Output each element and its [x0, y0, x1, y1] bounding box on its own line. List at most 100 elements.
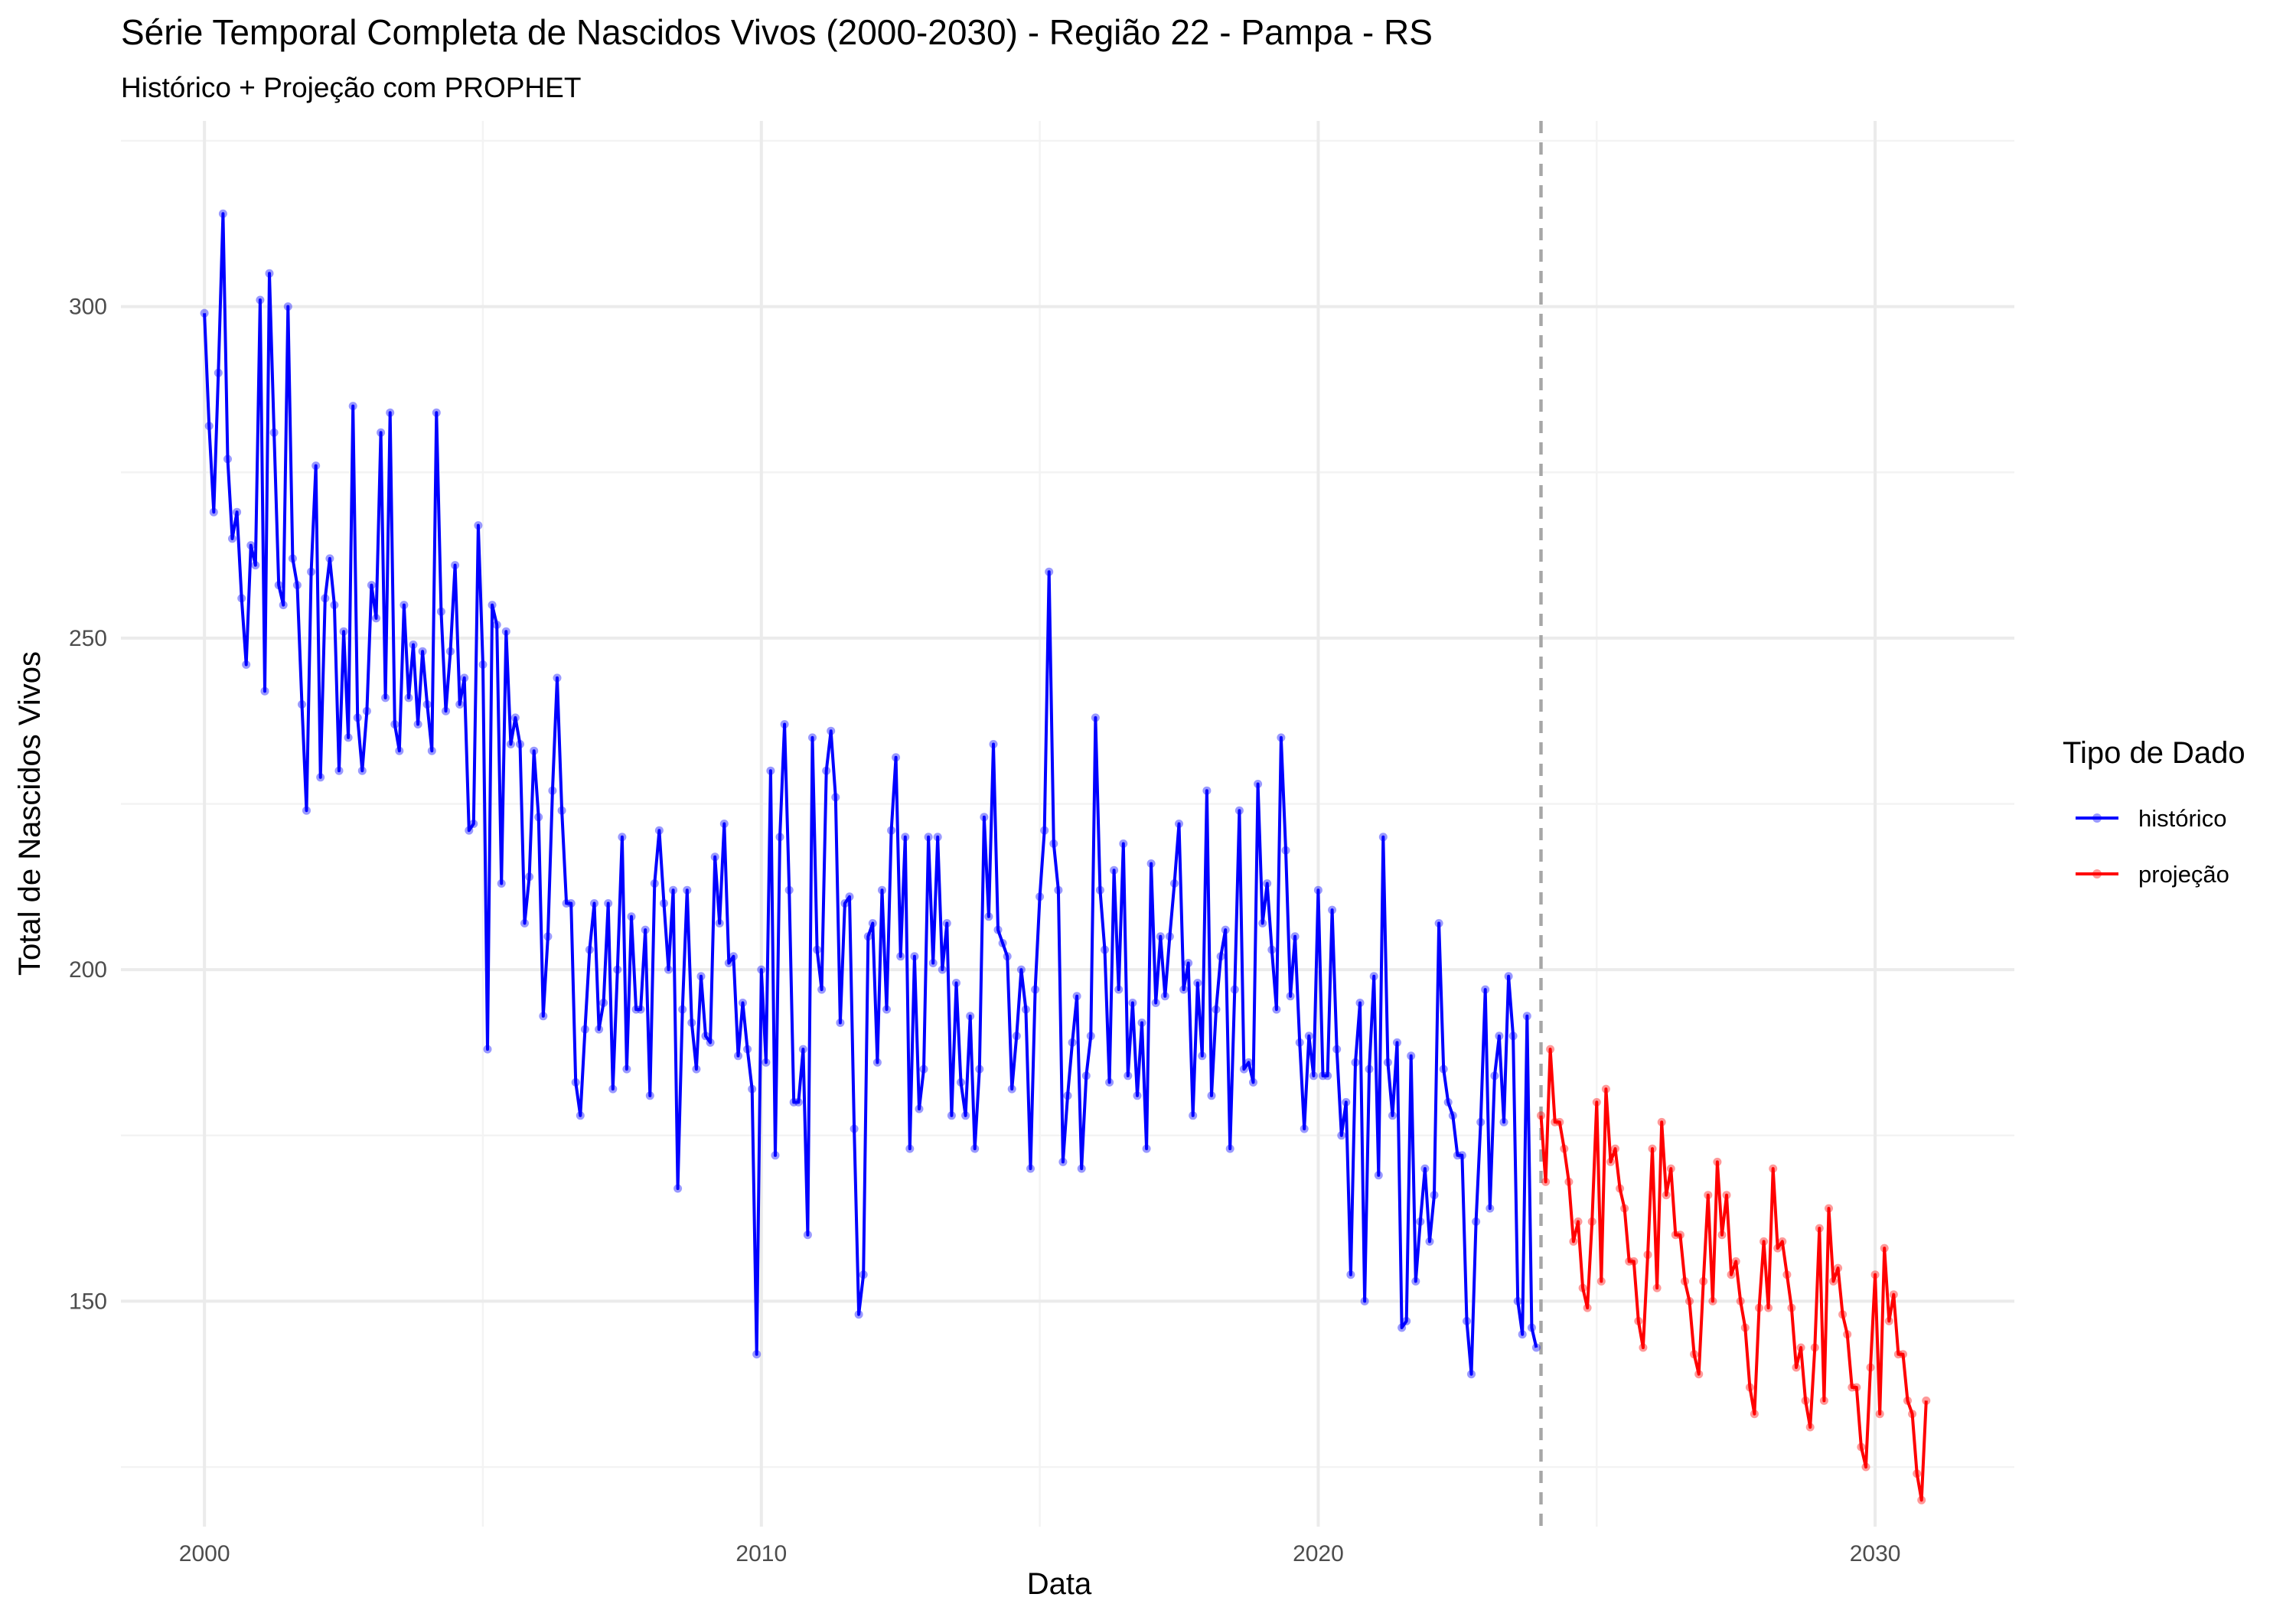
data-point — [1657, 1117, 1666, 1126]
data-point — [1564, 1177, 1574, 1186]
data-point — [1300, 1124, 1309, 1133]
data-point — [1908, 1410, 1917, 1419]
data-point — [673, 1184, 683, 1193]
data-point — [734, 1051, 742, 1061]
data-point — [1365, 1064, 1374, 1074]
data-point — [928, 959, 938, 967]
data-point — [1239, 1064, 1248, 1074]
y-tick-label: 250 — [69, 626, 107, 651]
data-point — [938, 965, 947, 974]
chart-title: Série Temporal Completa de Nascidos Vivo… — [121, 12, 1433, 52]
data-point — [1342, 1097, 1351, 1107]
data-point — [269, 428, 279, 437]
data-point — [1295, 1038, 1304, 1047]
data-point — [455, 700, 465, 709]
legend-item-historico: histórico — [2076, 805, 2226, 832]
data-point — [1583, 1303, 1592, 1312]
data-point — [1611, 1144, 1619, 1153]
data-point — [1899, 1350, 1907, 1359]
data-point — [1272, 1005, 1281, 1014]
data-point — [878, 885, 886, 895]
data-point — [1866, 1363, 1875, 1372]
data-point — [460, 673, 469, 683]
data-point — [307, 567, 316, 576]
data-point — [1346, 1270, 1355, 1279]
data-point — [947, 1111, 956, 1120]
data-point — [1360, 1296, 1369, 1305]
data-point — [1402, 1316, 1411, 1325]
x-tick-label: 2030 — [1850, 1541, 1901, 1566]
data-point — [1425, 1237, 1434, 1246]
data-point — [1880, 1244, 1889, 1253]
data-point — [395, 746, 404, 755]
data-point — [1922, 1396, 1931, 1405]
y-tick-label: 300 — [69, 295, 107, 320]
data-point — [367, 581, 376, 590]
data-point — [993, 925, 1003, 934]
data-point — [1328, 905, 1337, 914]
data-point — [1681, 1276, 1689, 1286]
data-point — [817, 985, 827, 994]
data-point — [1495, 1032, 1504, 1041]
data-point — [362, 706, 371, 715]
data-point — [1202, 786, 1212, 795]
data-point — [1513, 1296, 1522, 1305]
data-point — [237, 594, 246, 603]
data-point — [1717, 1231, 1727, 1240]
data-point — [1796, 1343, 1805, 1352]
data-point — [1234, 806, 1244, 815]
data-point — [1160, 992, 1169, 1001]
data-point — [204, 422, 214, 431]
data-point — [1704, 1191, 1713, 1200]
data-point — [566, 899, 576, 908]
data-point — [576, 1111, 585, 1120]
data-point — [748, 1084, 757, 1094]
data-point — [1439, 1064, 1448, 1074]
data-point — [1620, 1204, 1629, 1213]
data-point — [465, 826, 474, 835]
data-point — [975, 1064, 984, 1074]
data-point — [1801, 1396, 1810, 1405]
data-point — [1551, 1117, 1560, 1126]
data-point — [1652, 1283, 1662, 1292]
data-point — [525, 872, 534, 882]
data-point — [1587, 1217, 1596, 1226]
data-point — [251, 561, 260, 570]
data-point — [357, 766, 367, 775]
data-point — [469, 820, 478, 828]
data-point — [989, 740, 998, 748]
data-point — [845, 892, 854, 901]
data-point — [1736, 1296, 1745, 1305]
data-point — [1518, 1330, 1527, 1339]
data-point — [520, 919, 529, 927]
data-point — [1369, 972, 1378, 981]
data-point — [400, 601, 409, 610]
data-point — [660, 899, 668, 908]
data-point — [478, 660, 488, 669]
data-point — [1671, 1231, 1680, 1240]
data-point — [334, 766, 344, 775]
data-point — [1063, 1091, 1072, 1100]
series-layer — [200, 209, 1931, 1504]
data-point — [1193, 979, 1202, 987]
data-point — [613, 965, 622, 974]
data-point — [339, 627, 348, 636]
data-point — [218, 209, 227, 218]
data-point — [729, 952, 738, 961]
data-point — [1198, 1051, 1207, 1061]
data-point — [1829, 1276, 1838, 1286]
data-point — [1045, 567, 1054, 576]
data-point — [1443, 1097, 1453, 1107]
data-point — [1870, 1270, 1880, 1279]
data-point — [1722, 1191, 1731, 1200]
data-point — [279, 601, 288, 610]
data-point — [510, 713, 520, 722]
data-point — [1119, 839, 1128, 848]
data-point — [739, 999, 747, 1007]
data-point — [321, 594, 330, 603]
data-point — [1884, 1316, 1893, 1325]
data-point — [1124, 1071, 1133, 1081]
data-point — [256, 295, 265, 305]
data-point — [641, 925, 650, 934]
